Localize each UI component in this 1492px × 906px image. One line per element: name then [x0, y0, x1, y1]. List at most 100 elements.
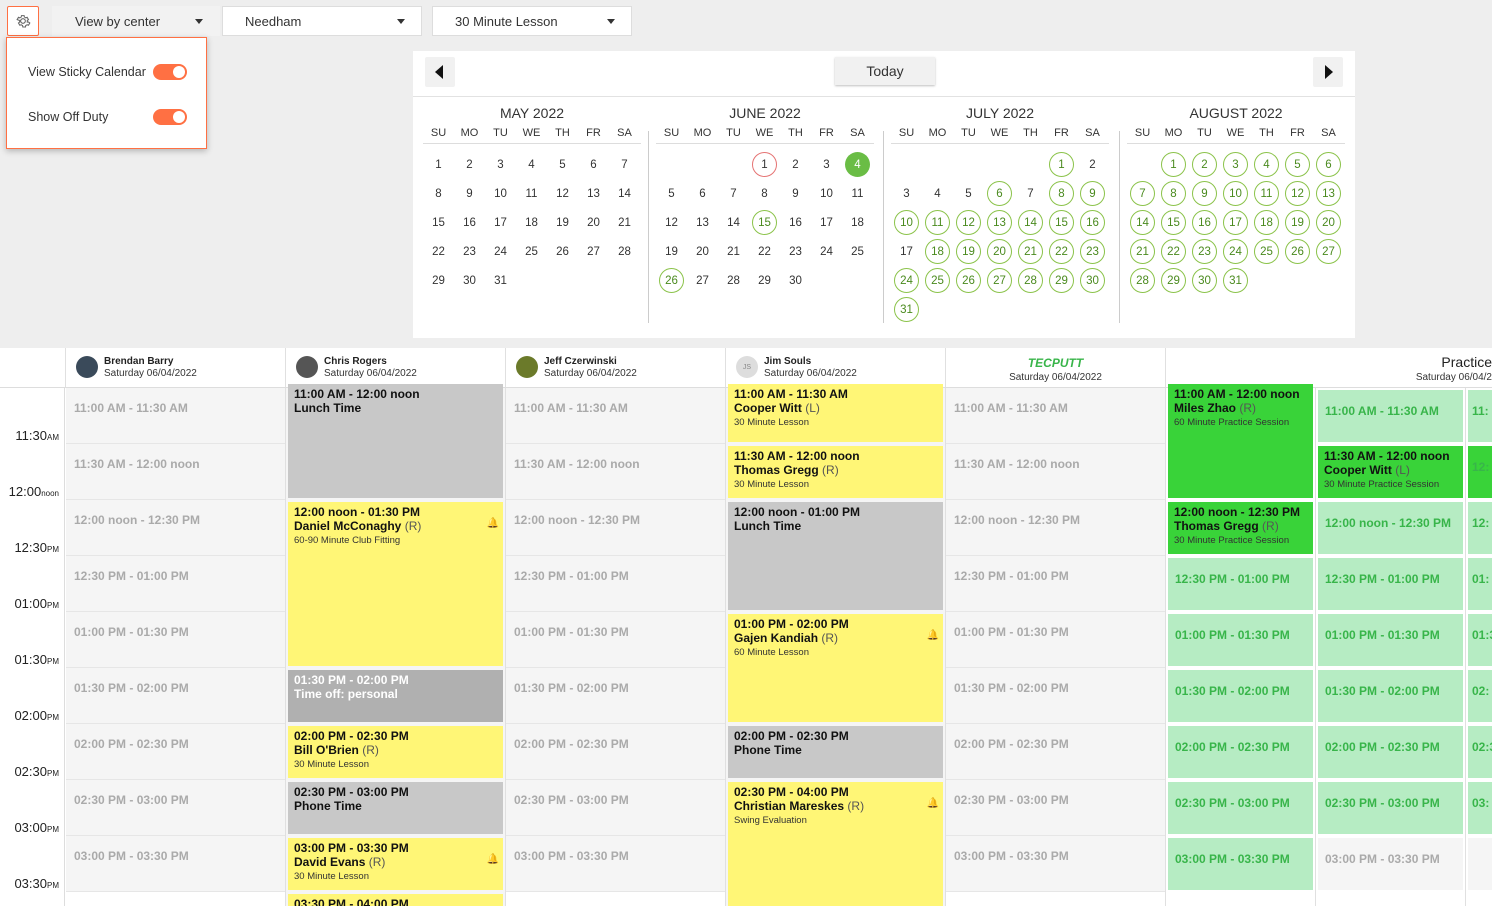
calendar-day[interactable]: 17	[1220, 208, 1251, 237]
open-slot[interactable]: 02:3	[1468, 726, 1492, 778]
calendar-day[interactable]: 20	[696, 245, 709, 258]
calendar-day[interactable]: 25	[851, 245, 864, 258]
calendar-day[interactable]: 30	[789, 274, 802, 287]
appointment-block[interactable]: 11:30 AM - 12:00 noon Cooper Witt (L) 30 M…	[1318, 446, 1463, 498]
calendar-day[interactable]: 23	[1189, 237, 1220, 266]
open-slot[interactable]	[1468, 838, 1492, 890]
calendar-day[interactable]: 2	[792, 158, 799, 171]
calendar-day[interactable]: 10	[1220, 179, 1251, 208]
appointment-block[interactable]: 03:30 PM - 04:00 PM	[288, 894, 503, 906]
open-slot[interactable]: 01:00 PM - 01:30 PM	[1318, 614, 1463, 666]
calendar-day[interactable]: 21	[727, 245, 740, 258]
open-slot[interactable]: 02:00 PM - 02:30 PM	[66, 724, 285, 780]
open-slot[interactable]: 01:00 PM - 01:30 PM	[946, 612, 1165, 668]
open-slot[interactable]: 11:	[1468, 390, 1492, 442]
appointment-block[interactable]: 03:00 PM - 03:30 PM David Evans (R) 30 Min…	[288, 838, 503, 890]
open-slot[interactable]: 01:30 PM - 02:00 PM	[1318, 670, 1463, 722]
calendar-day[interactable]: 20	[1313, 208, 1344, 237]
calendar-day[interactable]: 19	[953, 237, 984, 266]
calendar-day[interactable]: 8	[761, 187, 768, 200]
calendar-day[interactable]: 21	[1127, 237, 1158, 266]
open-slot[interactable]: 11:00 AM - 11:30 AM	[506, 388, 725, 444]
calendar-day[interactable]: 10	[820, 187, 833, 200]
appointment-block[interactable]: 12:00 noon - 12:30 PM Thomas Gregg (R) 30 …	[1168, 502, 1313, 554]
calendar-day[interactable]: 26	[656, 266, 687, 295]
appointment-block[interactable]: 12:00 noon - 01:30 PM Daniel McConaghy (R…	[288, 502, 503, 666]
appointment-block[interactable]: 11:30 AM - 12:00 noon Thomas Gregg (R) 30 …	[728, 446, 943, 498]
calendar-day[interactable]: 24	[1220, 237, 1251, 266]
settings-button[interactable]	[7, 6, 39, 36]
calendar-day[interactable]: 12	[953, 208, 984, 237]
appointment-block[interactable]: 02:30 PM - 04:00 PM Christian Mareskes (R…	[728, 782, 943, 906]
calendar-day[interactable]: 24	[820, 245, 833, 258]
calendar-day[interactable]: 2	[1189, 150, 1220, 179]
calendar-day[interactable]: 12	[665, 216, 678, 229]
calendar-day[interactable]: 24	[891, 266, 922, 295]
open-slot[interactable]: 12:30 PM - 01:00 PM	[1168, 558, 1313, 610]
calendar-day[interactable]: 1	[1158, 150, 1189, 179]
open-slot[interactable]: 03:00 PM - 03:30 PM	[946, 836, 1165, 892]
sticky-calendar-toggle[interactable]	[153, 64, 187, 80]
calendar-day[interactable]: 22	[1158, 237, 1189, 266]
calendar-day[interactable]: 5	[965, 187, 972, 200]
open-slot[interactable]: 02:	[1468, 670, 1492, 722]
open-slot[interactable]: 01:30 PM - 02:00 PM	[66, 668, 285, 724]
open-slot[interactable]: 11:30 AM - 12:00 noon	[946, 444, 1165, 500]
open-slot[interactable]: 01:30 PM - 02:00 PM	[506, 668, 725, 724]
location-dropdown[interactable]: Needham	[222, 6, 422, 36]
appointment-block[interactable]: 02:00 PM - 02:30 PM Bill O'Brien (R) 30 Mi…	[288, 726, 503, 778]
open-slot[interactable]: 03:00 PM - 03:30 PM	[1168, 838, 1313, 890]
open-slot[interactable]: 02:30 PM - 03:00 PM	[506, 780, 725, 836]
calendar-day[interactable]: 5	[1282, 150, 1313, 179]
calendar-day[interactable]: 31	[1220, 266, 1251, 295]
open-slot[interactable]: 02:00 PM - 02:30 PM	[1318, 726, 1463, 778]
calendar-day[interactable]: 13	[696, 216, 709, 229]
appointment-block[interactable]: 11:00 AM - 12:00 noon Lunch Time	[288, 384, 503, 498]
calendar-day[interactable]: 7	[1027, 187, 1034, 200]
calendar-day[interactable]: 25	[1251, 237, 1282, 266]
appointment-block[interactable]: 02:00 PM - 02:30 PM Phone Time	[728, 726, 943, 778]
calendar-day[interactable]: 9	[792, 187, 799, 200]
open-slot[interactable]: 01:	[1468, 558, 1492, 610]
today-button[interactable]: Today	[835, 57, 935, 85]
calendar-day[interactable]: 27	[1313, 237, 1344, 266]
calendar-day[interactable]: 14	[727, 216, 740, 229]
open-slot[interactable]: 02:00 PM - 02:30 PM	[1168, 726, 1313, 778]
open-slot[interactable]: 02:30 PM - 03:00 PM	[66, 780, 285, 836]
calendar-day[interactable]: 23	[789, 245, 802, 258]
appointment-block[interactable]: 02:30 PM - 03:00 PM Phone Time	[288, 782, 503, 834]
calendar-day[interactable]: 7	[730, 187, 737, 200]
calendar-day[interactable]: 28	[727, 274, 740, 287]
calendar-day[interactable]: 21	[1015, 237, 1046, 266]
open-slot[interactable]: 03:00 PM - 03:30 PM	[1318, 838, 1463, 890]
calendar-day[interactable]: 12	[1282, 179, 1313, 208]
next-month-button[interactable]	[1313, 57, 1343, 87]
calendar-day[interactable]: 8	[1158, 179, 1189, 208]
open-slot[interactable]: 12:30 PM - 01:00 PM	[66, 556, 285, 612]
calendar-day[interactable]: 18	[1251, 208, 1282, 237]
calendar-day[interactable]: 10	[891, 208, 922, 237]
calendar-day[interactable]: 2	[1089, 158, 1096, 171]
open-slot[interactable]: 03:00 PM - 03:30 PM	[506, 836, 725, 892]
open-slot[interactable]: 11:00 AM - 11:30 AM	[1318, 390, 1463, 442]
open-slot[interactable]: 12:	[1468, 502, 1492, 554]
open-slot[interactable]: 01:30 PM - 02:00 PM	[946, 668, 1165, 724]
calendar-day[interactable]: 6	[984, 179, 1015, 208]
open-slot[interactable]: 12:00 noon - 12:30 PM	[946, 500, 1165, 556]
open-slot[interactable]: 12:00 noon - 12:30 PM	[1318, 502, 1463, 554]
calendar-day[interactable]: 1	[749, 150, 780, 179]
open-slot[interactable]: 01:3	[1468, 614, 1492, 666]
calendar-day[interactable]: 15	[749, 208, 780, 237]
calendar-day[interactable]: 6	[1313, 150, 1344, 179]
calendar-day[interactable]: 13	[1313, 179, 1344, 208]
calendar-day[interactable]: 6	[699, 187, 706, 200]
appointment-block[interactable]: 11:00 AM - 11:30 AM Cooper Witt (L) 30 Min…	[728, 384, 943, 442]
calendar-day[interactable]: 15	[1046, 208, 1077, 237]
calendar-day[interactable]: 3	[1220, 150, 1251, 179]
calendar-day[interactable]: 18	[851, 216, 864, 229]
calendar-day[interactable]: 18	[922, 237, 953, 266]
calendar-day[interactable]: 25	[922, 266, 953, 295]
calendar-day[interactable]: 17	[820, 216, 833, 229]
calendar-day[interactable]: 16	[789, 216, 802, 229]
calendar-day[interactable]: 4	[842, 150, 873, 179]
